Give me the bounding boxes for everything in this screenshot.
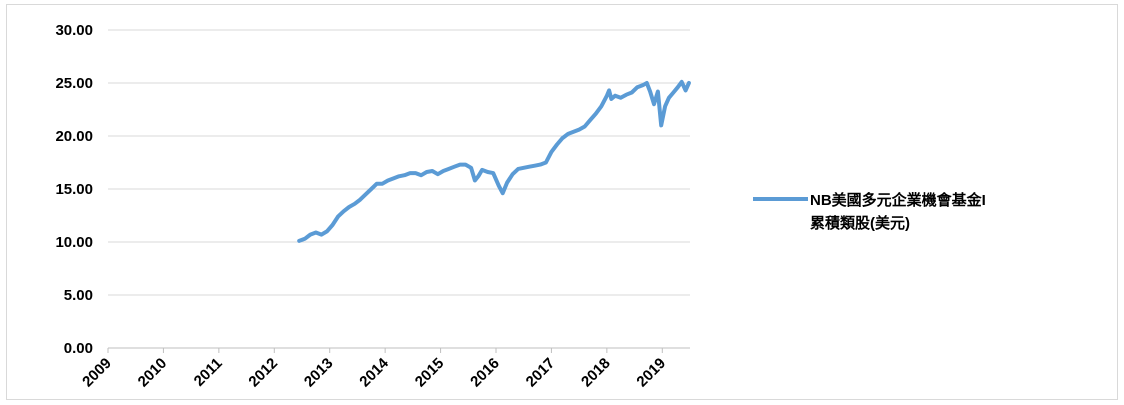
series-line-0 [297, 79, 691, 243]
y-tick-label: 5.00 [64, 287, 93, 304]
legend: NB美國多元企業機會基金I 累積類股(美元) [753, 191, 986, 232]
series-group [297, 79, 691, 243]
legend-label-line-1: NB美國多元企業機會基金I [810, 191, 986, 209]
y-tick-label: 10.00 [55, 234, 93, 251]
x-tick-label: 2014 [356, 354, 392, 390]
y-tick-label: 30.00 [55, 22, 93, 39]
y-tick-label: 0.00 [64, 340, 93, 357]
x-tick-label: 2018 [578, 355, 614, 391]
y-tick-label: 15.00 [55, 181, 93, 198]
y-tick-label: 25.00 [55, 75, 93, 92]
chart-frame [6, 4, 1118, 400]
x-tick-label: 2015 [412, 355, 448, 391]
x-tick-label: 2017 [523, 355, 559, 391]
y-axis-ticks: 0.00 5.00 10.00 15.00 20.00 25.00 30.00 [55, 22, 93, 357]
x-tick-label: 2016 [467, 355, 503, 391]
gridlines [108, 29, 690, 349]
legend-label-line-2: 累積類股(美元) [810, 214, 910, 232]
x-tick-label: 2009 [79, 355, 115, 391]
x-tick-label: 2019 [633, 355, 669, 391]
x-tick-label: 2010 [135, 355, 171, 391]
x-tick-label: 2012 [245, 355, 281, 391]
y-tick-label: 20.00 [55, 128, 93, 145]
x-tick-label: 2013 [301, 355, 337, 391]
x-tick-label: 2011 [191, 355, 226, 390]
x-axis-ticks: 2009 2010 2011 2012 2013 2014 2015 2016 2017 2018… [79, 348, 669, 390]
